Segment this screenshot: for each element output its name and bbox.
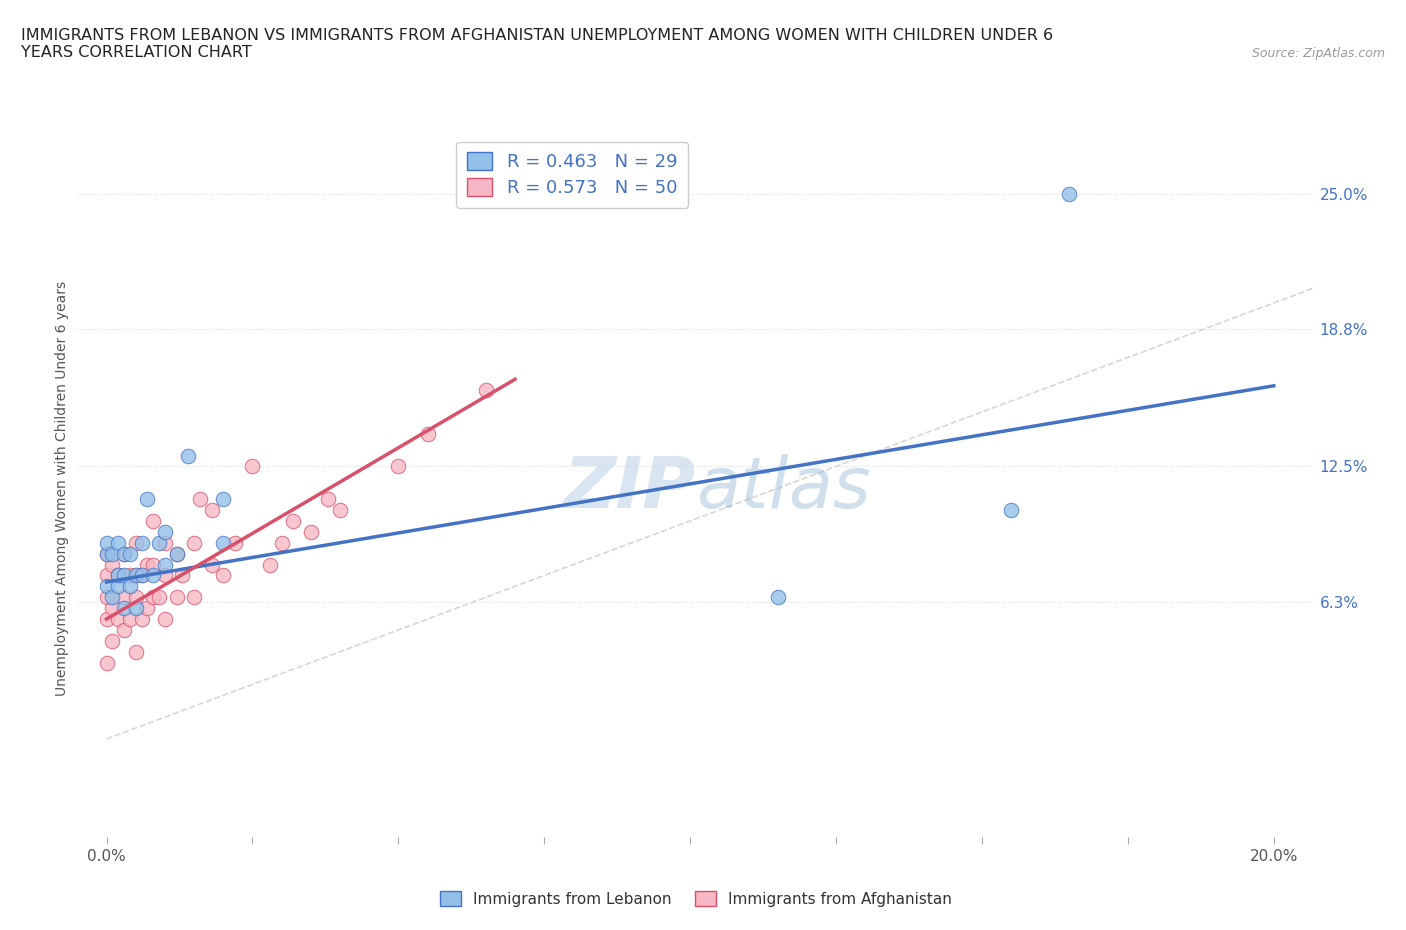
Point — [329, 502, 352, 517]
Point — [177, 448, 200, 463]
Point — [96, 568, 118, 583]
Point — [153, 536, 176, 551]
Point — [125, 644, 148, 659]
Point — [142, 590, 165, 604]
Point — [475, 383, 498, 398]
Point — [96, 612, 118, 627]
Point — [118, 578, 141, 593]
Point — [118, 546, 141, 561]
Point — [212, 492, 235, 507]
Point — [212, 536, 235, 551]
Point — [101, 546, 124, 561]
Point — [96, 536, 118, 551]
Point — [107, 536, 129, 551]
Text: atlas: atlas — [696, 454, 870, 523]
Point — [148, 590, 170, 604]
Point — [112, 546, 135, 561]
Point — [387, 459, 409, 474]
Text: Source: ZipAtlas.com: Source: ZipAtlas.com — [1251, 46, 1385, 60]
Point — [118, 568, 141, 583]
Point — [131, 568, 153, 583]
Point — [166, 546, 188, 561]
Point — [242, 459, 264, 474]
Point — [96, 546, 118, 561]
Point — [112, 601, 135, 616]
Point — [112, 590, 135, 604]
Point — [1059, 187, 1081, 202]
Point — [101, 601, 124, 616]
Point — [316, 492, 339, 507]
Point — [212, 568, 235, 583]
Point — [270, 536, 292, 551]
Point — [200, 502, 222, 517]
Text: ZIP: ZIP — [564, 454, 696, 523]
Point — [416, 426, 439, 441]
Point — [107, 578, 129, 593]
Point — [96, 546, 118, 561]
Point — [148, 536, 170, 551]
Point — [136, 557, 159, 572]
Point — [153, 612, 176, 627]
Point — [118, 612, 141, 627]
Point — [125, 590, 148, 604]
Point — [166, 590, 188, 604]
Point — [259, 557, 281, 572]
Legend: Immigrants from Lebanon, Immigrants from Afghanistan: Immigrants from Lebanon, Immigrants from… — [433, 885, 959, 913]
Point — [183, 590, 205, 604]
Point — [142, 557, 165, 572]
Point — [142, 568, 165, 583]
Point — [125, 536, 148, 551]
Point — [112, 568, 135, 583]
Point — [125, 568, 148, 583]
Y-axis label: Unemployment Among Women with Children Under 6 years: Unemployment Among Women with Children U… — [55, 281, 69, 696]
Point — [96, 656, 118, 671]
Point — [107, 612, 129, 627]
Point — [107, 568, 129, 583]
Point — [131, 536, 153, 551]
Point — [200, 557, 222, 572]
Point — [125, 601, 148, 616]
Point — [299, 525, 322, 539]
Point — [1000, 502, 1022, 517]
Point — [112, 622, 135, 637]
Point — [136, 601, 159, 616]
Point — [153, 557, 176, 572]
Point — [153, 525, 176, 539]
Point — [101, 633, 124, 648]
Point — [153, 568, 176, 583]
Point — [766, 590, 789, 604]
Point — [142, 513, 165, 528]
Point — [131, 568, 153, 583]
Point — [96, 590, 118, 604]
Point — [96, 578, 118, 593]
Point — [188, 492, 211, 507]
Point — [183, 536, 205, 551]
Point — [125, 568, 148, 583]
Point — [112, 546, 135, 561]
Point — [224, 536, 246, 551]
Point — [172, 568, 194, 583]
Point — [166, 546, 188, 561]
Point — [101, 557, 124, 572]
Point — [101, 590, 124, 604]
Text: IMMIGRANTS FROM LEBANON VS IMMIGRANTS FROM AFGHANISTAN UNEMPLOYMENT AMONG WOMEN : IMMIGRANTS FROM LEBANON VS IMMIGRANTS FR… — [21, 28, 1053, 60]
Point — [131, 612, 153, 627]
Point — [136, 492, 159, 507]
Point — [107, 568, 129, 583]
Point — [283, 513, 305, 528]
